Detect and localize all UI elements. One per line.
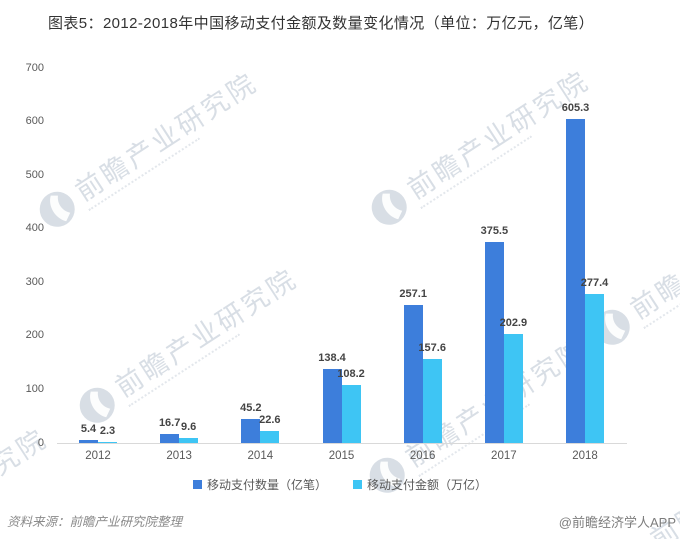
y-tick-label-100: 100 <box>25 382 44 395</box>
value-label-amount-2016: 157.6 <box>418 341 446 354</box>
legend: 移动支付数量（亿笔） 移动支付金额（万亿） <box>0 476 680 492</box>
bar-count-2017 <box>484 241 504 443</box>
x-tick-label-2014: 2014 <box>247 450 274 462</box>
bar-amount-2013 <box>179 437 199 443</box>
bar-count-2014 <box>241 418 261 443</box>
y-tick-label-200: 200 <box>25 329 44 342</box>
legend-swatch-icon <box>353 479 362 489</box>
watermark-text: 前瞻产业研究院 <box>625 185 680 325</box>
y-tick-label-300: 300 <box>25 275 44 288</box>
watermark-text: 前瞻产业研究院 <box>110 263 303 403</box>
x-axis-line <box>57 443 627 444</box>
legend-item-count: 移动支付数量（亿笔） <box>192 476 327 493</box>
legend-item-amount: 移动支付金额（万亿） <box>353 476 487 493</box>
bar-amount-2014 <box>260 430 280 443</box>
chart-title: 图表5：2012-2018年中国移动支付金额及数量变化情况（单位：万亿元，亿笔） <box>48 15 595 32</box>
bar-amount-2015 <box>341 385 361 443</box>
x-tick-label-2012: 2012 <box>85 450 111 462</box>
legend-swatch-icon <box>192 479 202 489</box>
qianzhan-logo-icon <box>607 532 660 539</box>
value-label-amount-2017: 202.9 <box>499 317 528 330</box>
bar-amount-2012 <box>98 441 117 443</box>
y-tick-label-500: 500 <box>25 168 44 181</box>
legend-label: 移动支付数量（亿笔） <box>206 477 327 492</box>
y-tick-label-0: 0 <box>37 436 44 449</box>
bar-count-2018 <box>566 118 586 443</box>
legend-label: 移动支付金额（万亿） <box>367 477 488 492</box>
y-tick-label-700: 700 <box>25 61 44 74</box>
bar-count-2015 <box>322 368 342 443</box>
value-label-count-2017: 375.5 <box>480 224 509 237</box>
value-label-amount-2013: 9.6 <box>181 420 197 433</box>
x-tick-label-2018: 2018 <box>572 450 598 462</box>
y-tick-label-600: 600 <box>25 115 44 128</box>
x-tick-label-2013: 2013 <box>166 450 192 462</box>
bar-count-2016 <box>403 305 423 443</box>
value-label-amount-2018: 277.4 <box>580 277 609 290</box>
bar-count-2013 <box>160 434 180 443</box>
bar-amount-2016 <box>422 358 442 443</box>
value-label-amount-2014: 22.6 <box>259 413 281 426</box>
bar-count-2012 <box>79 440 98 443</box>
credit-note: @前瞻经济学人APP <box>558 515 676 530</box>
watermark: 前瞻产业研究院 <box>364 64 599 237</box>
value-label-count-2016: 257.1 <box>399 288 427 301</box>
value-label-count-2018: 605.3 <box>561 101 590 114</box>
watermark-text: 前瞻产业研究院 <box>70 67 263 207</box>
value-label-count-2015: 138.4 <box>318 351 346 364</box>
value-label-amount-2012: 2.3 <box>99 424 116 437</box>
x-tick-label-2016: 2016 <box>409 450 436 462</box>
value-label-count-2013: 16.7 <box>158 417 181 430</box>
value-label-count-2012: 5.4 <box>80 423 97 436</box>
value-label-amount-2015: 108.2 <box>337 368 365 381</box>
value-label-count-2014: 45.2 <box>240 401 262 414</box>
bar-amount-2017 <box>503 334 523 443</box>
watermark: 前瞻产业研究院 <box>32 66 267 239</box>
bar-amount-2018 <box>585 294 605 443</box>
qianzhan-logo-icon <box>364 182 417 236</box>
x-tick-label-2015: 2015 <box>328 450 355 462</box>
x-tick-label-2017: 2017 <box>491 450 517 462</box>
y-tick-label-400: 400 <box>25 222 44 235</box>
source-note: 资料来源：前瞻产业研究院整理 <box>7 515 183 529</box>
